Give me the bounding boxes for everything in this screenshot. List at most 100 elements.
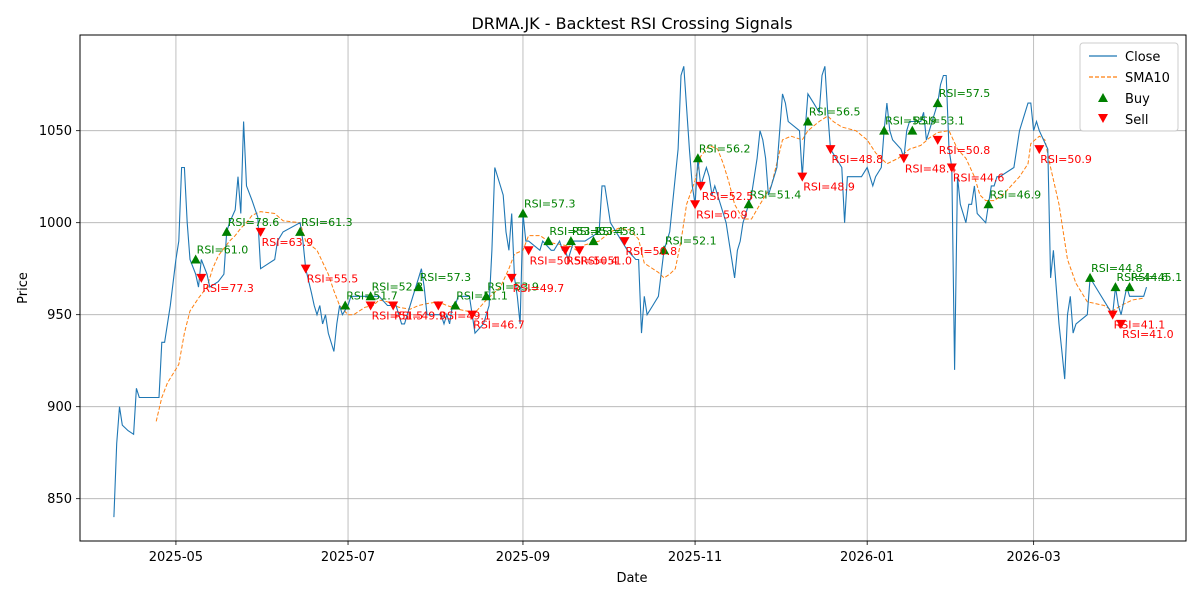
sell-label: RSI=77.3 [202, 282, 254, 295]
legend-sma-label: SMA10 [1125, 71, 1170, 86]
buy-label: RSI=51.1 [456, 289, 508, 302]
buy-label: RSI=52.3 [372, 280, 424, 293]
sell-label: RSI=50.9 [1040, 153, 1092, 166]
y-tick-label: 850 [47, 492, 72, 507]
y-axis-label: Price [16, 272, 31, 304]
buy-label: RSI=44.8 [1091, 262, 1143, 275]
buy-marker [907, 125, 918, 135]
buy-label: RSI=53.1 [913, 115, 965, 128]
sell-label: RSI=51.0 [580, 254, 632, 267]
buy-label: RSI=52.1 [665, 234, 717, 247]
grid [80, 35, 1186, 541]
sell-label: RSI=41.0 [1122, 328, 1174, 341]
buy-marker [659, 245, 670, 255]
y-tick-label: 1050 [39, 124, 72, 139]
sell-marker [695, 181, 706, 191]
sell-label: RSI=44.6 [953, 171, 1005, 184]
buy-label: RSI=53.1 [549, 225, 601, 238]
buy-marker [565, 236, 576, 246]
legend-buy-marker [1098, 93, 1108, 102]
sell-marker [797, 172, 808, 182]
sell-label: RSI=49.9 [394, 309, 446, 322]
buy-marker [743, 199, 754, 209]
buy-marker [588, 236, 599, 246]
legend-buy-label: Buy [1125, 92, 1150, 107]
legend-sell-marker [1098, 114, 1108, 123]
buy-label: RSI=44.6 [1116, 271, 1168, 284]
buy-label: RSI=61.3 [301, 216, 353, 229]
sell-marker [300, 264, 311, 274]
legend: Close SMA10 Buy Sell [1079, 42, 1179, 132]
sell-marker [574, 246, 585, 256]
sell-marker [433, 301, 444, 311]
sell-marker [560, 246, 571, 256]
buy-label: RSI=51.4 [750, 188, 802, 201]
sell-marker [467, 310, 478, 320]
close-line [113, 66, 1148, 518]
buy-marker [190, 254, 201, 264]
sell-marker [825, 145, 836, 155]
sell-label: RSI=50.5 [530, 254, 582, 267]
buy-marker [1085, 272, 1096, 282]
sell-label: RSI=63.9 [262, 236, 314, 249]
sell-marker [523, 246, 534, 256]
buy-label: RSI=56.5 [809, 105, 861, 118]
sell-label: RSI=50.8 [626, 245, 678, 258]
buy-marker [450, 300, 461, 310]
legend-box [1079, 42, 1179, 132]
buy-label: RSI=78.6 [228, 216, 280, 229]
sell-marker [1034, 145, 1045, 155]
sell-label: RSI=48.9 [803, 181, 855, 194]
sell-marker [898, 154, 909, 164]
x-tick-label: 2025-09 [496, 550, 550, 565]
buy-label: RSI=57.5 [939, 87, 991, 100]
buy-marker [365, 291, 376, 301]
buy-label: RSI=57.3 [524, 197, 576, 210]
sell-marker [1107, 310, 1118, 320]
x-tick-label: 2025-05 [149, 550, 203, 565]
sell-label: RSI=51.5 [372, 309, 424, 322]
buy-marker [1110, 282, 1121, 292]
sell-marker [932, 135, 943, 145]
buy-marker [481, 291, 492, 301]
sell-marker [690, 200, 701, 210]
x-tick-label: 2025-07 [321, 550, 375, 565]
buy-label: RSI=55.9 [885, 115, 937, 128]
sell-label: RSI=46.7 [473, 319, 525, 332]
sell-label: RSI=49.1 [439, 309, 491, 322]
buy-marker [932, 98, 943, 108]
buy-label: RSI=53.9 [487, 280, 539, 293]
sell-label: RSI=52.5 [702, 190, 754, 203]
sell-label: RSI=48.4 [905, 162, 957, 175]
sell-marker [946, 163, 957, 173]
buy-marker [340, 300, 351, 310]
sell-marker [506, 273, 517, 283]
sell-label: RSI=41.1 [1114, 319, 1166, 332]
sell-label: RSI=50.9 [696, 208, 748, 221]
buy-marker [692, 153, 703, 163]
legend-sell-label: Sell [1125, 113, 1148, 128]
buy-marker [983, 199, 994, 209]
plot-area: RSI=61.0RSI=78.6RSI=61.3RSI=51.7RSI=52.3… [113, 66, 1182, 518]
x-tick-label: 2026-01 [840, 550, 894, 565]
sell-label: RSI=50.4 [566, 254, 618, 267]
buy-marker [1124, 282, 1135, 292]
x-tick-label: 2025-11 [668, 550, 722, 565]
sell-marker [1116, 319, 1127, 329]
plot-frame [79, 34, 1187, 542]
buy-marker [543, 236, 554, 246]
buy-marker [517, 208, 528, 218]
sell-marker [365, 301, 376, 311]
sell-marker [196, 273, 207, 283]
y-tick-label: 1000 [39, 216, 72, 231]
buy-label: RSI=58.1 [595, 225, 647, 238]
buy-marker [879, 125, 890, 135]
axes: 2025-05 2025-07 2025-09 2025-11 2026-01 2026-… [39, 124, 1061, 565]
buy-marker [413, 282, 424, 292]
buy-label: RSI=61.0 [197, 243, 249, 256]
sell-label: RSI=50.8 [939, 144, 991, 157]
buy-label: RSI=56.2 [699, 142, 751, 155]
sell-marker [388, 301, 399, 311]
